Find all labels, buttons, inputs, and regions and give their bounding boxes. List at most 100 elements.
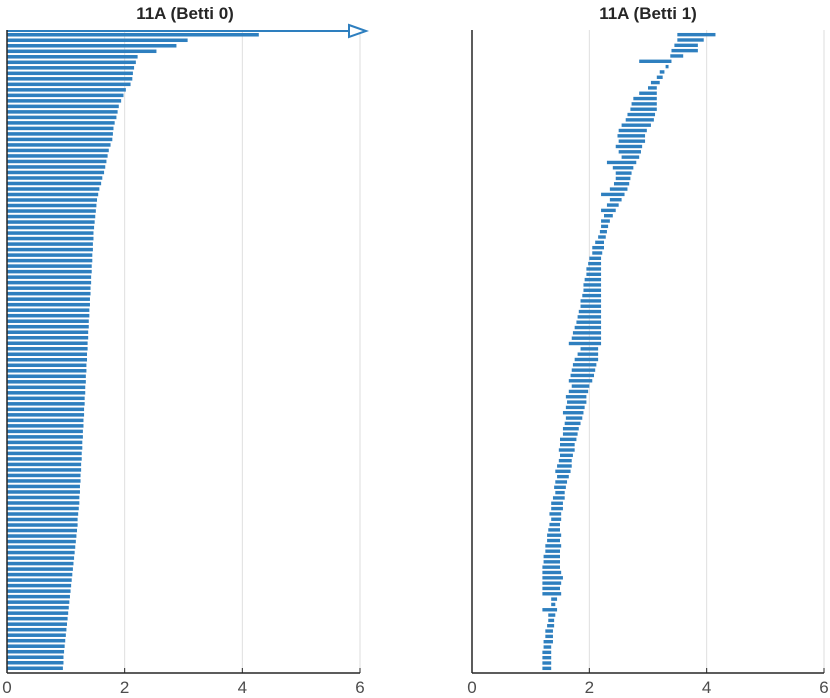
- persistence-bar: [7, 567, 73, 571]
- persistence-bar: [7, 407, 85, 412]
- persistence-bar: [543, 554, 560, 559]
- persistence-bar: [555, 490, 565, 495]
- persistence-bar: [543, 645, 552, 649]
- persistence-bar: [7, 468, 82, 472]
- persistence-bar: [618, 139, 646, 143]
- persistence-bar: [7, 132, 113, 136]
- persistence-bar: [542, 581, 562, 585]
- persistence-bar: [601, 224, 609, 229]
- persistence-bar: [549, 512, 562, 516]
- persistence-bar: [583, 288, 602, 292]
- persistence-bar: [648, 86, 657, 90]
- persistence-bar: [7, 181, 102, 186]
- persistence-bar: [542, 650, 552, 655]
- persistence-bar: [7, 402, 85, 406]
- persistence-bar: [7, 523, 78, 527]
- persistence-bar: [567, 400, 587, 404]
- persistence-bar: [665, 64, 669, 69]
- infinite-arrow-icon: [348, 23, 370, 39]
- persistence-bar: [7, 66, 135, 70]
- persistence-bar: [580, 299, 602, 303]
- persistence-bar: [609, 187, 628, 191]
- persistence-bar: [548, 618, 555, 623]
- persistence-bar: [560, 442, 575, 447]
- barcode-panel-betti-1: 0 2 4 6: [467, 30, 829, 697]
- persistence-bar: [7, 88, 126, 92]
- persistence-bar: [7, 38, 188, 43]
- persistence-bar: [568, 341, 602, 346]
- persistence-bar: [7, 198, 98, 202]
- persistence-bar: [7, 363, 87, 368]
- persistence-bar: [574, 325, 602, 330]
- persistence-bar: [601, 208, 616, 213]
- persistence-bar: [7, 126, 114, 131]
- persistence-bar: [7, 550, 75, 555]
- persistence-bar: [659, 70, 665, 74]
- persistence-bar: [617, 134, 646, 138]
- persistence-bar: [7, 253, 93, 257]
- persistence-bar: [7, 165, 106, 169]
- persistence-bar: [7, 341, 88, 345]
- persistence-bar: [7, 143, 111, 147]
- persistence-bar: [7, 231, 94, 235]
- persistence-bar: [555, 469, 571, 474]
- persistence-bar: [7, 236, 94, 241]
- persistence-bar: [570, 373, 595, 378]
- persistence-bar: [604, 214, 613, 218]
- persistence-bar: [7, 622, 68, 626]
- persistence-bar: [7, 60, 136, 65]
- persistence-bar: [565, 405, 585, 410]
- persistence-bar: [7, 324, 89, 329]
- persistence-bar: [542, 576, 563, 580]
- persistence-bar: [606, 203, 619, 207]
- persistence-bar: [7, 611, 69, 615]
- persistence-bar: [7, 561, 74, 566]
- persistence-bar: [621, 155, 640, 159]
- persistence-bar: [7, 545, 76, 549]
- persistence-bar: [7, 346, 88, 351]
- persistence-bar: [7, 462, 82, 467]
- persistence-bar: [7, 203, 97, 208]
- persistence-bar: [557, 464, 572, 468]
- persistence-bar: [7, 104, 119, 109]
- persistence-bar: [577, 352, 599, 356]
- persistence-bar: [589, 256, 602, 261]
- persistence-bar: [7, 446, 83, 450]
- persistence-bar: [630, 107, 657, 111]
- persistence-bar: [571, 336, 602, 340]
- persistence-bar: [7, 264, 92, 268]
- persistence-bar: [574, 357, 599, 362]
- persistence-bar: [677, 32, 716, 37]
- persistence-bar: [558, 448, 575, 452]
- persistence-bar: [551, 517, 562, 521]
- persistence-bar: [609, 198, 622, 202]
- persistence-bar: [542, 661, 552, 665]
- persistence-bar: [586, 267, 602, 271]
- persistence-bar: [549, 522, 560, 527]
- persistence-bar: [7, 297, 90, 301]
- persistence-bar: [7, 616, 68, 621]
- persistence-bar: [7, 148, 109, 153]
- persistence-bar: [7, 77, 133, 81]
- persistence-bar: [7, 319, 89, 323]
- persistence-bar: [7, 479, 81, 483]
- persistence-bar: [7, 644, 65, 648]
- persistence-bar: [584, 277, 602, 282]
- persistence-bar: [615, 176, 631, 181]
- persistence-bar: [7, 440, 83, 445]
- persistence-bar: [7, 418, 84, 423]
- persistence-bar: [542, 565, 560, 569]
- persistence-bar: [558, 458, 572, 463]
- persistence-bar: [7, 225, 95, 230]
- persistence-bar: [7, 308, 90, 312]
- persistence-bar: [7, 369, 87, 373]
- persistence-bar: [7, 302, 90, 307]
- persistence-bar: [674, 43, 698, 48]
- persistence-bar: [551, 597, 558, 601]
- persistence-bar: [7, 275, 92, 279]
- persistence-bar: [7, 115, 117, 120]
- persistence-bar: [554, 485, 566, 489]
- persistence-bar: [7, 269, 92, 274]
- persistence-bar: [577, 315, 602, 319]
